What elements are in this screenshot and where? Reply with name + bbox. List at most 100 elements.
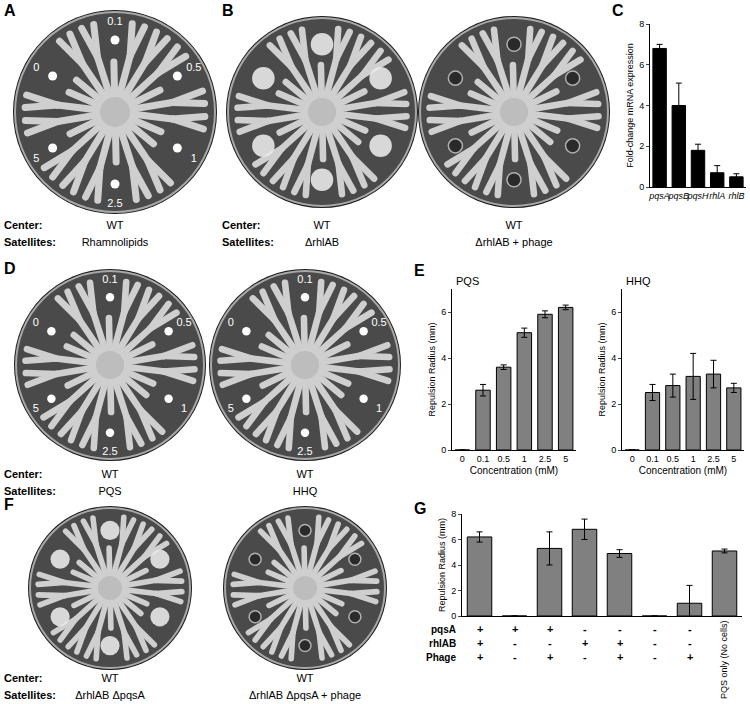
svg-text:6: 6 — [451, 535, 456, 545]
svg-text:rhlAB: rhlAB — [429, 638, 456, 649]
svg-text:Satellites:: Satellites: — [222, 236, 274, 248]
svg-text:1: 1 — [691, 454, 696, 464]
svg-text:WT: WT — [296, 672, 313, 684]
svg-text:+: + — [582, 637, 588, 649]
svg-text:0.1: 0.1 — [107, 15, 122, 27]
svg-text:+: + — [512, 623, 518, 635]
svg-text:0.1: 0.1 — [646, 454, 659, 464]
svg-text:2: 2 — [611, 399, 616, 409]
svg-text:pqsA: pqsA — [648, 191, 670, 201]
svg-text:-: - — [688, 637, 692, 649]
svg-text:Phage: Phage — [426, 652, 456, 663]
svg-text:2.5: 2.5 — [107, 197, 122, 209]
svg-text:1: 1 — [191, 152, 197, 164]
svg-text:+: + — [477, 651, 483, 663]
svg-text:ΔrhlAB ΔpqsA: ΔrhlAB ΔpqsA — [75, 689, 145, 701]
svg-text:6: 6 — [611, 307, 616, 317]
svg-text:-: - — [618, 623, 622, 635]
svg-text:1: 1 — [181, 402, 187, 414]
svg-text:2.5: 2.5 — [539, 454, 552, 464]
svg-text:0: 0 — [33, 61, 39, 73]
svg-text:1: 1 — [376, 402, 382, 414]
svg-text:WT: WT — [101, 672, 118, 684]
svg-text:2.5: 2.5 — [707, 454, 720, 464]
svg-text:D: D — [4, 260, 16, 277]
svg-text:0.1: 0.1 — [102, 273, 117, 285]
svg-text:0.5: 0.5 — [186, 61, 201, 73]
svg-text:0: 0 — [451, 611, 456, 621]
svg-text:4: 4 — [639, 101, 644, 111]
svg-text:5: 5 — [33, 402, 39, 414]
svg-text:Concentration (mM): Concentration (mM) — [639, 465, 727, 476]
svg-text:0: 0 — [33, 316, 39, 328]
svg-text:A: A — [4, 2, 16, 19]
svg-text:-: - — [653, 623, 657, 635]
svg-text:2: 2 — [451, 586, 456, 596]
svg-text:-: - — [583, 651, 587, 663]
svg-text:B: B — [222, 2, 234, 19]
svg-text:-: - — [548, 637, 552, 649]
svg-text:4: 4 — [441, 353, 446, 363]
svg-text:2.5: 2.5 — [102, 445, 117, 457]
svg-text:PQS: PQS — [98, 485, 121, 497]
svg-text:0: 0 — [441, 445, 446, 455]
svg-text:C: C — [612, 2, 624, 19]
svg-text:2.5: 2.5 — [297, 445, 312, 457]
svg-text:4: 4 — [611, 353, 616, 363]
svg-text:5: 5 — [33, 152, 39, 164]
svg-text:8: 8 — [639, 19, 644, 29]
svg-text:6: 6 — [441, 307, 446, 317]
svg-text:0.1: 0.1 — [297, 273, 312, 285]
svg-text:WT: WT — [296, 468, 313, 480]
svg-text:Fold-change mRNA expression: Fold-change mRNA expression — [625, 43, 635, 168]
svg-text:0.5: 0.5 — [667, 454, 680, 464]
svg-text:G: G — [414, 500, 426, 517]
svg-text:+: + — [547, 651, 553, 663]
svg-text:Center:: Center: — [4, 672, 43, 684]
svg-text:rhlA: rhlA — [709, 191, 725, 201]
svg-text:HHQ: HHQ — [626, 275, 651, 287]
svg-text:Center:: Center: — [4, 219, 43, 231]
svg-text:Rhamnolipids: Rhamnolipids — [82, 236, 149, 248]
svg-text:ΔrhlAB ΔpqsA + phage: ΔrhlAB ΔpqsA + phage — [249, 689, 361, 701]
svg-text:5: 5 — [228, 402, 234, 414]
svg-text:pqsH: pqsH — [686, 191, 709, 201]
svg-text:0.5: 0.5 — [371, 316, 386, 328]
svg-text:pqsA: pqsA — [431, 624, 456, 635]
svg-text:4: 4 — [451, 560, 456, 570]
svg-text:-: - — [688, 623, 692, 635]
svg-text:Concentration (mM): Concentration (mM) — [470, 465, 558, 476]
svg-text:E: E — [414, 262, 425, 279]
svg-text:+: + — [687, 651, 693, 663]
svg-text:-: - — [653, 637, 657, 649]
svg-text:pqsB: pqsB — [668, 191, 690, 201]
svg-text:WT: WT — [101, 468, 118, 480]
svg-text:Repulsion Radius (mm): Repulsion Radius (mm) — [437, 518, 447, 612]
svg-text:HHQ: HHQ — [293, 485, 318, 497]
svg-text:0: 0 — [639, 182, 644, 192]
svg-text:5: 5 — [731, 454, 736, 464]
svg-text:WT: WT — [106, 219, 123, 231]
svg-text:Repulsion Radius (mm): Repulsion Radius (mm) — [427, 322, 437, 416]
svg-text:-: - — [513, 651, 517, 663]
svg-text:1: 1 — [522, 454, 527, 464]
svg-text:ΔrhlAB + phage: ΔrhlAB + phage — [475, 236, 552, 248]
svg-text:Center:: Center: — [4, 468, 43, 480]
svg-text:-: - — [653, 651, 657, 663]
svg-text:2: 2 — [441, 399, 446, 409]
svg-text:+: + — [547, 623, 553, 635]
svg-text:Satellites:: Satellites: — [4, 689, 56, 701]
svg-text:8: 8 — [451, 509, 456, 519]
svg-text:F: F — [4, 496, 14, 513]
svg-text:+: + — [477, 623, 483, 635]
svg-text:WT: WT — [505, 219, 522, 231]
svg-text:PQS: PQS — [456, 275, 479, 287]
svg-text:+: + — [617, 651, 623, 663]
svg-text:ΔrhlAB: ΔrhlAB — [305, 236, 339, 248]
svg-text:+: + — [617, 637, 623, 649]
svg-text:0: 0 — [460, 454, 465, 464]
svg-text:Satellites:: Satellites: — [4, 236, 56, 248]
svg-text:-: - — [513, 637, 517, 649]
svg-text:-: - — [583, 623, 587, 635]
svg-text:Center:: Center: — [222, 219, 261, 231]
